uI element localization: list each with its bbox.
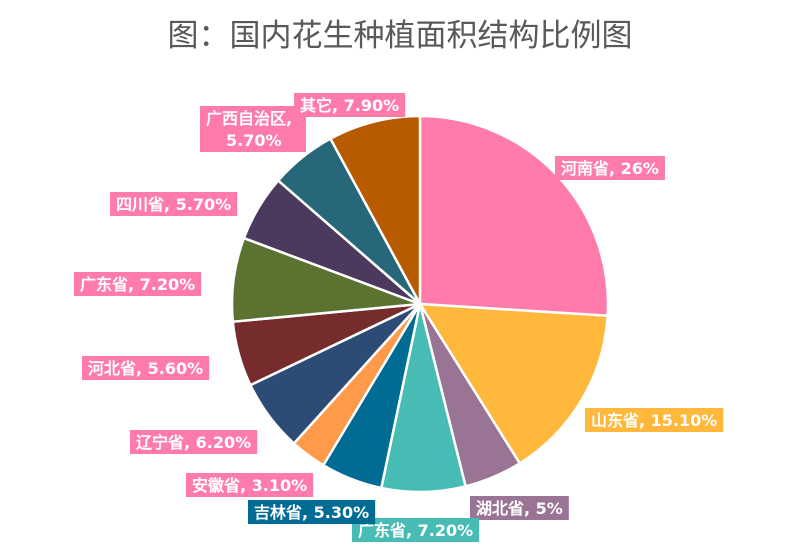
slice-label-text-11: 其它, 7.90% <box>300 96 399 115</box>
pie-slice-1 <box>417 302 609 466</box>
slice-label-bg-0 <box>555 156 665 180</box>
pie-slice-0 <box>418 114 610 318</box>
slice-label-text-9: 四川省, 5.70% <box>116 195 231 214</box>
slice-label-bg-9 <box>110 192 238 216</box>
slice-label-bg-8 <box>74 272 202 296</box>
slice-label-10: 广西自治区, 5.70% <box>200 106 306 152</box>
slice-label-bg-11 <box>294 93 406 117</box>
slice-label-bg-2 <box>470 496 569 520</box>
slice-label-2: 湖北省, 5% <box>470 496 569 520</box>
slice-label-text-3: 广东省, 7.20% <box>358 521 473 540</box>
slice-label-6: 辽宁省, 6.20% <box>130 430 258 454</box>
slice-label-text-6: 辽宁省, 6.20% <box>136 433 251 452</box>
slice-label-3: 广东省, 7.20% <box>352 518 480 542</box>
slice-label-bg-10 <box>200 106 306 152</box>
slice-label-text-10: 广西自治区, 5.70% <box>206 109 292 150</box>
slice-label-text-7: 河北省, 5.60% <box>88 359 203 378</box>
slice-label-text-0: 河南省, 26% <box>561 159 659 178</box>
pie-labels: 河南省, 26%山东省, 15.10%湖北省, 5%广东省, 7.20%吉林省,… <box>74 93 724 542</box>
slice-label-bg-6 <box>130 430 258 454</box>
pie-slices <box>230 114 610 494</box>
slice-label-1: 山东省, 15.10% <box>585 408 724 432</box>
slice-label-text-1: 山东省, 15.10% <box>591 411 717 430</box>
slice-label-text-5: 安徽省, 3.10% <box>192 476 307 495</box>
slice-label-bg-7 <box>82 356 210 380</box>
slice-label-11: 其它, 7.90% <box>294 93 406 117</box>
slice-label-bg-4 <box>248 500 376 524</box>
slice-label-0: 河南省, 26% <box>555 156 665 180</box>
slice-label-bg-5 <box>186 473 314 497</box>
chart-title: 图：国内花生种植面积结构比例图 <box>167 18 633 54</box>
slice-label-4: 吉林省, 5.30% <box>248 500 376 524</box>
slice-label-text-2: 湖北省, 5% <box>476 499 563 518</box>
slice-label-5: 安徽省, 3.10% <box>186 473 314 497</box>
slice-label-bg-1 <box>585 408 724 432</box>
slice-label-text-4: 吉林省, 5.30% <box>254 503 369 522</box>
slice-label-8: 广东省, 7.20% <box>74 272 202 296</box>
slice-label-7: 河北省, 5.60% <box>82 356 210 380</box>
pie-slice-11 <box>328 114 422 305</box>
slice-label-text-8: 广东省, 7.20% <box>80 275 195 294</box>
slice-label-9: 四川省, 5.70% <box>110 192 238 216</box>
